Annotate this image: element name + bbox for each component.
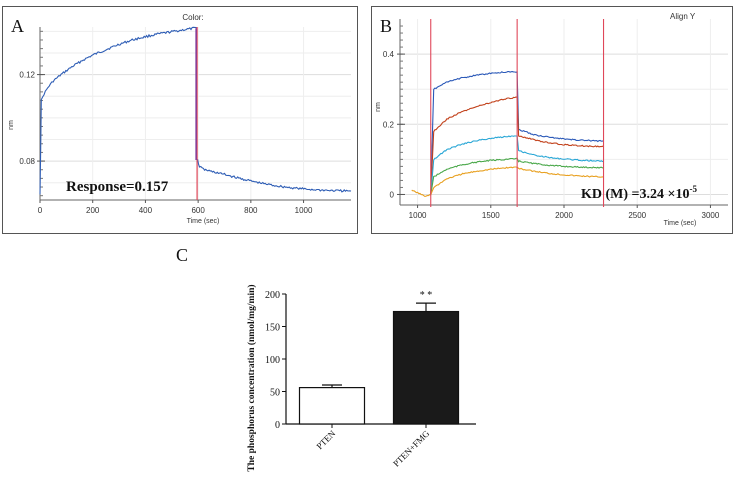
panel-a-frame: Color: 0.08 0.12 0 200 400 600 800 1000 Time (sec… [2,6,358,234]
x-tick-label: PTEN [314,428,337,451]
significance-marker: * * [420,290,433,301]
x-tick-label: 2500 [628,211,646,220]
x-axis-label: Time (sec) [664,220,697,227]
panel-c-chart: 0 50 100 150 200 PTEN PTEN+FMG * * The phosphoru… [246,284,476,472]
chart-title: Color: [182,13,203,22]
x-tick-label: 1500 [482,211,500,220]
x-tick-label: PTEN+FMG [391,428,432,469]
x-tick-label: 800 [244,206,258,215]
x-axis-label: Time (sec) [187,218,220,225]
panel-c-label: C [176,245,189,265]
panel-b-chart: Align Y 0 0.2 0.4 1000 1500 2000 2500 3000 Time (… [375,12,728,227]
series-line-dissociation [197,159,352,193]
x-tick-label: 400 [139,206,153,215]
kd-annotation-exponent: -5 [690,184,698,194]
y-tick-label: 0 [275,420,280,431]
series-line-conc-1 [411,166,604,197]
x-tick-label: 1000 [295,206,313,215]
y-tick-label: 50 [270,388,280,399]
y-axis-label: nm [375,102,382,112]
x-tick-label: 1000 [409,211,427,220]
kd-annotation: KD (M) =3.24 ×10-5 [581,184,697,202]
y-tick-label: 0.12 [19,71,35,80]
x-tick-label: 200 [86,206,100,215]
x-tick-label: 2000 [555,211,573,220]
bar-pten-fmg [392,310,460,425]
y-tick-label: 100 [265,355,280,366]
series-line-association [39,26,198,195]
y-tick-label: 0.2 [383,120,395,129]
response-annotation: Response=0.157 [66,179,169,195]
y-tick-label: 0.4 [383,50,395,59]
x-tick-label: 0 [38,206,43,215]
y-tick-label: 200 [265,290,280,301]
panel-a-chart: Color: 0.08 0.12 0 200 400 600 800 1000 Time (sec… [8,13,352,225]
panel-b-label: B [380,16,393,36]
bar-pten [298,387,366,425]
panel-b-frame: Align Y 0 0.2 0.4 1000 1500 2000 2500 3000 Time (… [371,6,733,234]
kd-annotation-main: KD (M) =3.24 ×10 [581,187,690,202]
y-tick-label: 150 [265,323,280,334]
panel-a-label: A [11,16,24,36]
y-tick-label: 0.08 [19,157,35,166]
y-axis-label: nm [8,120,15,130]
x-tick-label: 3000 [702,211,720,220]
x-tick-label: 600 [191,206,205,215]
y-tick-label: 0 [390,190,395,199]
y-axis-label: The phosphorus concentration (nmol/mg/mi… [246,284,257,471]
chart-title: Align Y [670,12,696,21]
